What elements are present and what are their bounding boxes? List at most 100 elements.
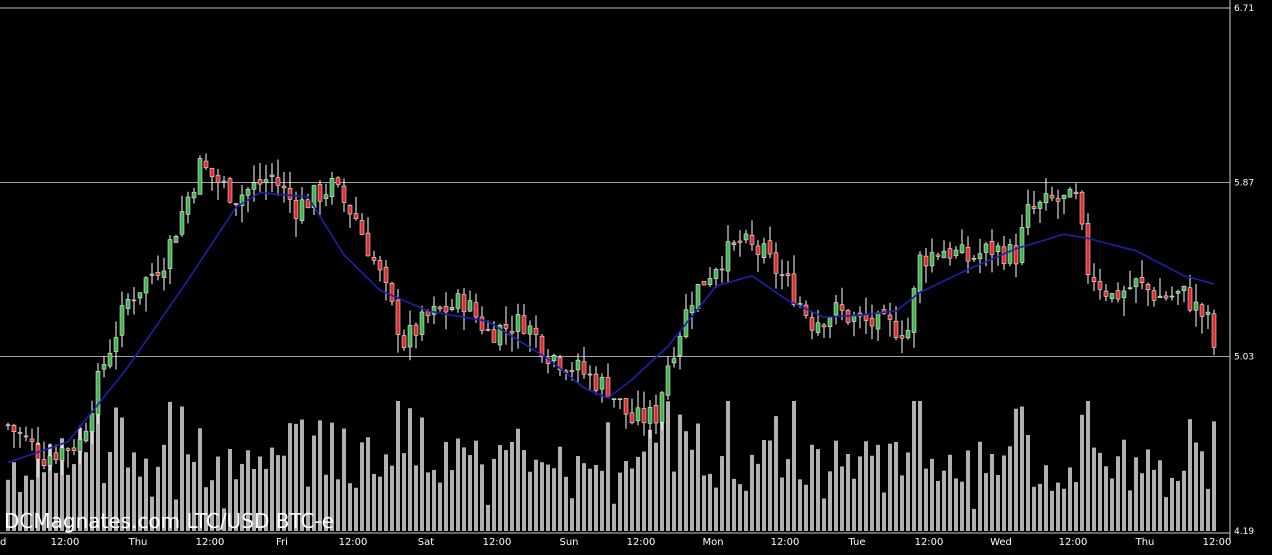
y-tick-label: 4.19 bbox=[1234, 527, 1254, 537]
volume-bar bbox=[576, 455, 580, 531]
candle-body-up bbox=[59, 447, 65, 461]
x-tick-label: 12:00 bbox=[915, 537, 944, 548]
candle-body-down bbox=[569, 370, 575, 372]
candle bbox=[821, 323, 827, 338]
candle-body-up bbox=[695, 284, 701, 309]
candle bbox=[995, 242, 1001, 266]
y-tick-label: 5.87 bbox=[1234, 178, 1254, 188]
volume-bar bbox=[588, 468, 592, 531]
volume-bar bbox=[522, 450, 526, 531]
candle-body-down bbox=[893, 320, 899, 338]
volume-bar bbox=[132, 452, 136, 531]
volume-bar bbox=[498, 445, 502, 531]
candle bbox=[737, 230, 743, 257]
volume-bar bbox=[1026, 435, 1030, 531]
x-tick-label: 12:00 bbox=[771, 537, 800, 548]
volume-bar bbox=[1146, 449, 1150, 531]
candle-body-up bbox=[407, 325, 413, 348]
candle-body-down bbox=[581, 361, 587, 375]
candle bbox=[725, 225, 731, 284]
candle-body-up bbox=[299, 199, 305, 221]
candle bbox=[617, 398, 623, 410]
volume-bar bbox=[42, 472, 46, 531]
candle-body-down bbox=[779, 274, 785, 276]
candle-body-down bbox=[947, 248, 953, 259]
volume-bar bbox=[1062, 488, 1066, 531]
volume-bar bbox=[744, 490, 748, 531]
candle-body-up bbox=[743, 233, 749, 241]
candle-body-down bbox=[371, 257, 377, 261]
volume-bar bbox=[774, 416, 778, 531]
candle-body-up bbox=[941, 251, 947, 259]
volume-bar bbox=[1080, 414, 1084, 531]
volume-bar bbox=[936, 480, 940, 531]
candle-body-down bbox=[341, 185, 347, 203]
candle bbox=[413, 322, 419, 349]
candle bbox=[227, 177, 233, 204]
volume-bar bbox=[1020, 406, 1024, 531]
volume-bar bbox=[48, 444, 52, 531]
candle-body-up bbox=[251, 182, 257, 190]
candle bbox=[989, 229, 995, 273]
candle bbox=[1211, 309, 1217, 356]
candle bbox=[299, 187, 305, 224]
candle bbox=[551, 353, 557, 368]
volume-bar bbox=[1110, 478, 1114, 531]
volume-bar bbox=[906, 452, 910, 531]
candle bbox=[581, 347, 587, 379]
candle-body-down bbox=[1073, 191, 1079, 194]
volume-bar bbox=[204, 487, 208, 531]
candle bbox=[1115, 282, 1121, 303]
x-tick-label: 12:00 bbox=[51, 537, 80, 548]
volume-bar bbox=[252, 469, 256, 531]
volume-bar bbox=[366, 437, 370, 531]
candle bbox=[113, 321, 119, 370]
candle bbox=[1067, 186, 1073, 198]
candle bbox=[587, 365, 593, 391]
candle bbox=[269, 163, 275, 193]
candle bbox=[533, 315, 539, 348]
candle bbox=[407, 310, 413, 361]
x-tick-label: 12:00 bbox=[1203, 537, 1232, 548]
candle-body-down bbox=[71, 447, 77, 451]
volume-bar bbox=[636, 456, 640, 531]
candle-body-down bbox=[1115, 290, 1121, 300]
candle-body-up bbox=[665, 365, 671, 396]
volume-bar bbox=[240, 463, 244, 531]
candle-body-down bbox=[1013, 245, 1019, 265]
candle-body-up bbox=[1169, 295, 1175, 298]
volume-bar bbox=[1170, 477, 1174, 531]
candle bbox=[683, 294, 689, 339]
candle bbox=[311, 184, 317, 215]
x-tick-label: Fri bbox=[276, 537, 288, 548]
candle-body-down bbox=[887, 314, 893, 320]
candle bbox=[1199, 302, 1205, 334]
candle-body-up bbox=[833, 302, 839, 316]
volume-bar bbox=[750, 454, 754, 531]
candle-body-up bbox=[1007, 244, 1013, 264]
candle bbox=[131, 287, 137, 315]
x-tick-label: Mon bbox=[702, 537, 723, 548]
candle bbox=[917, 251, 923, 304]
candle-body-up bbox=[977, 253, 983, 260]
candle-body-down bbox=[479, 316, 485, 331]
x-axis-ticks: d 12:00 Thu 12:00 Fri 12:00 Sat 12:00 Sun 12:00 Mo… bbox=[0, 537, 1231, 548]
candle bbox=[1013, 233, 1019, 278]
candle-body-up bbox=[167, 239, 173, 269]
candle-body-up bbox=[617, 398, 623, 401]
candle-body-up bbox=[269, 174, 275, 177]
candle-body-up bbox=[527, 325, 533, 335]
volume-bar bbox=[234, 479, 238, 531]
candle bbox=[971, 255, 977, 262]
candle bbox=[1007, 238, 1013, 267]
volume-bar bbox=[984, 473, 988, 531]
candle-body-up bbox=[161, 270, 167, 278]
candle-body-down bbox=[923, 255, 929, 267]
candle-body-down bbox=[641, 408, 647, 424]
candle-body-down bbox=[1031, 206, 1037, 209]
x-tick-label: Tue bbox=[847, 537, 865, 548]
candle-body-down bbox=[539, 335, 545, 358]
volume-bar bbox=[768, 440, 772, 531]
candle-body-up bbox=[707, 278, 713, 285]
candle-body-up bbox=[467, 300, 473, 312]
